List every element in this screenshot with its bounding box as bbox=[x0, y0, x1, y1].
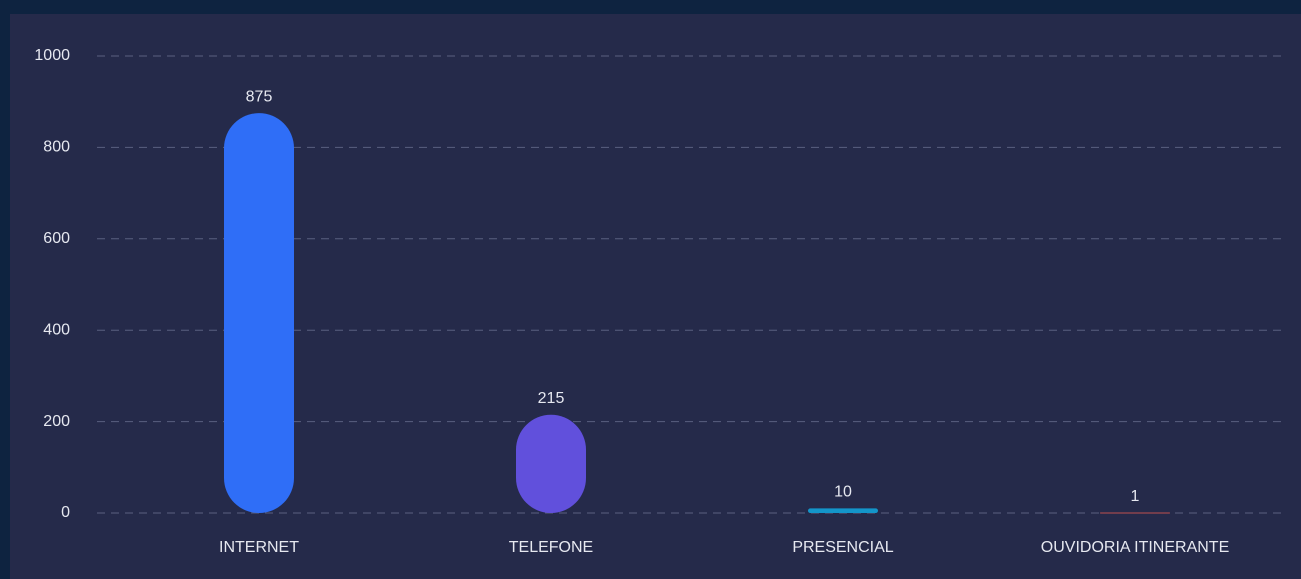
y-tick-label: 1000 bbox=[34, 47, 70, 64]
y-tick-label: 400 bbox=[43, 321, 70, 338]
x-tick-label: PRESENCIAL bbox=[792, 539, 893, 556]
y-tick-label: 0 bbox=[61, 504, 70, 521]
y-tick-label: 600 bbox=[43, 230, 70, 247]
value-label: 215 bbox=[538, 390, 565, 407]
x-tick-label: INTERNET bbox=[219, 539, 299, 556]
y-tick-label: 200 bbox=[43, 413, 70, 430]
bar bbox=[224, 113, 294, 513]
x-tick-label: OUVIDORIA ITINERANTE bbox=[1041, 539, 1229, 556]
value-label: 10 bbox=[834, 484, 852, 501]
panel bbox=[10, 14, 1301, 579]
bar bbox=[1100, 512, 1170, 514]
x-tick-label: TELEFONE bbox=[509, 539, 593, 556]
bar bbox=[516, 414, 586, 513]
y-tick-label: 800 bbox=[43, 139, 70, 156]
value-label: 1 bbox=[1131, 488, 1140, 505]
value-label: 875 bbox=[246, 88, 273, 105]
bar bbox=[808, 508, 878, 513]
